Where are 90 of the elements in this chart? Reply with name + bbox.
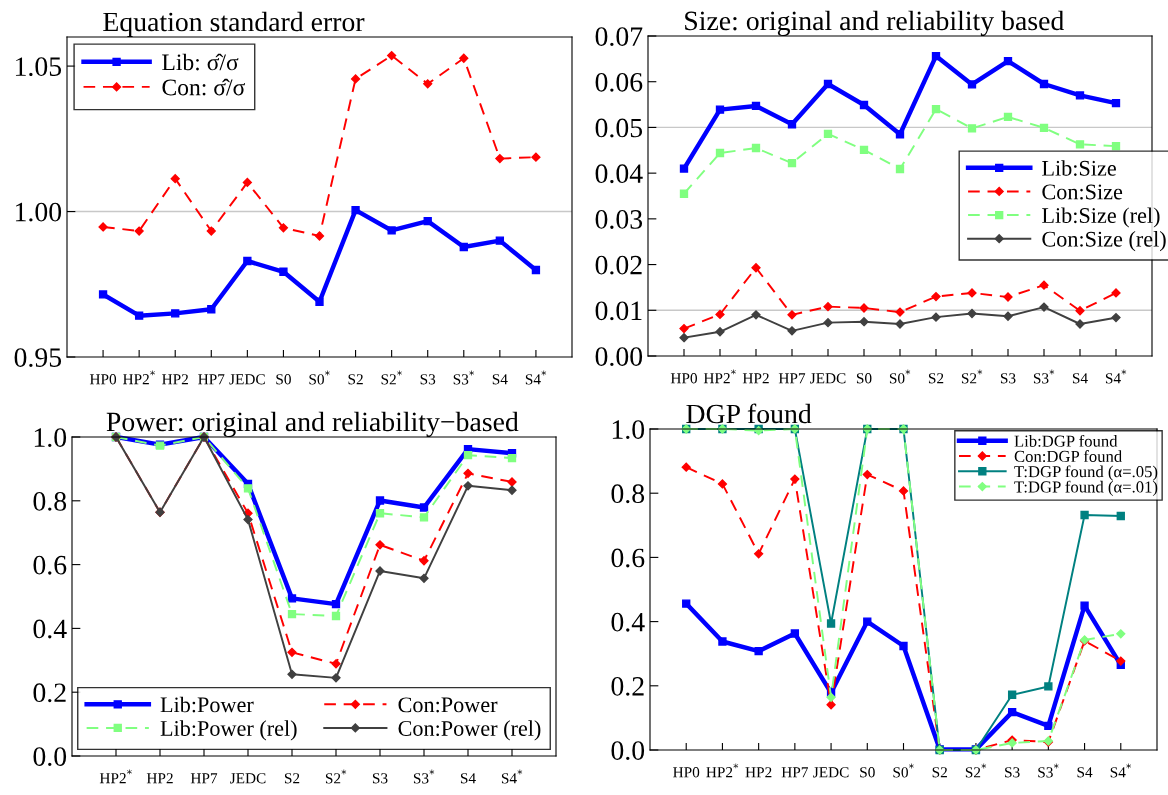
x-tick-label: HP2$^{*}$ (99, 769, 132, 784)
legend-label: Con: σ̂/σ (162, 78, 245, 96)
legend-label: Con:Size (1042, 184, 1123, 200)
x-tick-label: S0 (276, 374, 291, 385)
x-tick-label: S0 (860, 767, 875, 778)
x-tick-label: S0 (856, 373, 872, 384)
x-tick-label: S2 (928, 373, 944, 384)
x-tick-label: S2$^{*}$ (381, 370, 402, 385)
x-tick-label: S3$^{*}$ (413, 769, 435, 784)
x-tick-label: JEDC (810, 373, 846, 384)
x-tick-label: S3 (420, 374, 436, 385)
y-tick-label: 0.02 (595, 255, 642, 275)
x-tick-label: HP7 (778, 373, 806, 384)
x-tick-label: S2 (932, 767, 947, 778)
legend-label: Con:DGP found (1014, 450, 1122, 463)
x-tick-label: S4$^{*}$ (525, 370, 547, 385)
x-tick-label: S4 (460, 773, 476, 784)
y-tick-label: 0.8 (33, 491, 67, 511)
x-tick-label: S2 (284, 773, 300, 784)
chart-title: Size: original and reliability based (685, 10, 1064, 36)
y-tick-label: 0.03 (595, 210, 643, 229)
x-tick-label: HP2$^{*}$ (706, 763, 739, 778)
chart-title: DGP found (686, 403, 812, 424)
x-tick-label: S3 (1005, 767, 1020, 778)
legend-label: Con:Power (rel) (398, 720, 541, 741)
y-tick-label: 1.00 (15, 202, 62, 222)
y-tick-label: 0.04 (595, 164, 643, 184)
y-tick-label: 0.4 (611, 612, 645, 632)
x-tick-label: S0$^{*}$ (893, 763, 914, 778)
legend-label: Lib:Power (rel) (160, 720, 297, 741)
legend-label: Con:Power (398, 697, 498, 713)
y-tick-label: 0.05 (595, 118, 643, 138)
x-tick-label: S0$^{*}$ (889, 369, 911, 384)
x-tick-label: HP2 (162, 374, 188, 385)
y-tick-label: 0.01 (595, 301, 642, 321)
x-tick-label: S2$^{*}$ (325, 769, 347, 784)
x-tick-label: JEDC (229, 374, 265, 385)
legend-label: Lib:DGP found (1014, 434, 1118, 447)
x-tick-label: HP2$^{*}$ (703, 369, 736, 384)
x-tick-label: S2$^{*}$ (961, 369, 983, 384)
x-tick-label: HP2$^{*}$ (123, 370, 155, 385)
chart-title: Power: original and reliability−based (106, 411, 519, 437)
y-tick-label: 1.0 (34, 428, 67, 448)
y-tick-label: 0.6 (33, 555, 67, 575)
y-tick-label: 0.00 (595, 347, 643, 367)
y-tick-label: 0.2 (611, 676, 644, 696)
y-tick-label: 0.0 (33, 747, 67, 767)
x-tick-label: JEDC (230, 773, 266, 784)
x-tick-label: HP0 (673, 767, 700, 778)
x-tick-label: HP0 (670, 373, 697, 384)
x-tick-label: S2 (348, 374, 363, 385)
x-tick-label: S0$^{*}$ (309, 370, 330, 385)
x-tick-label: HP7 (190, 773, 218, 784)
x-tick-label: S4 (1072, 373, 1088, 384)
x-tick-label: S3$^{*}$ (1038, 763, 1059, 778)
x-tick-label: HP0 (89, 374, 117, 385)
y-tick-label: 0.0 (611, 741, 645, 761)
x-tick-label: S4$^{*}$ (501, 769, 523, 784)
x-tick-label: S4$^{*}$ (1105, 369, 1127, 384)
y-tick-label: 1.0 (612, 420, 645, 440)
x-tick-label: HP2 (745, 767, 772, 778)
y-tick-label: 0.8 (611, 484, 645, 504)
legend-label: T:DGP found (α=.01) (1014, 480, 1158, 496)
legend-label: Lib:Size (rel) (1042, 207, 1160, 228)
legend-label: Con:Size (rel) (1042, 231, 1166, 252)
x-tick-label: S3$^{*}$ (1033, 369, 1055, 384)
legend-label: Lib:Size (1042, 160, 1116, 176)
x-tick-label: S3 (1000, 373, 1016, 384)
legend-label: Lib:Power (160, 696, 254, 713)
y-tick-label: 0.95 (14, 348, 62, 368)
y-tick-label: 0.07 (595, 27, 643, 47)
x-tick-label: S3 (372, 773, 388, 784)
x-tick-label: S4 (1077, 767, 1093, 778)
x-tick-label: HP2 (146, 773, 173, 784)
y-tick-label: 0.6 (611, 548, 645, 568)
x-tick-label: S4$^{*}$ (1110, 763, 1132, 778)
chart-title: Equation standard error (103, 11, 365, 37)
x-tick-label: S4 (492, 374, 508, 385)
legend-label: T:DGP found (α=.05) (1014, 465, 1158, 481)
x-tick-label: HP2 (742, 373, 769, 384)
y-tick-label: 0.06 (595, 72, 643, 92)
y-tick-label: 1.05 (15, 57, 62, 77)
x-tick-label: S3$^{*}$ (453, 370, 475, 385)
x-tick-label: HP7 (198, 374, 225, 385)
y-tick-label: 0.2 (33, 683, 66, 703)
x-tick-label: S2$^{*}$ (965, 763, 987, 778)
x-tick-label: HP7 (781, 767, 808, 778)
y-tick-label: 0.4 (33, 619, 67, 639)
x-tick-label: JEDC (813, 767, 849, 778)
legend-label: Lib: σ̂/σ (162, 53, 239, 71)
